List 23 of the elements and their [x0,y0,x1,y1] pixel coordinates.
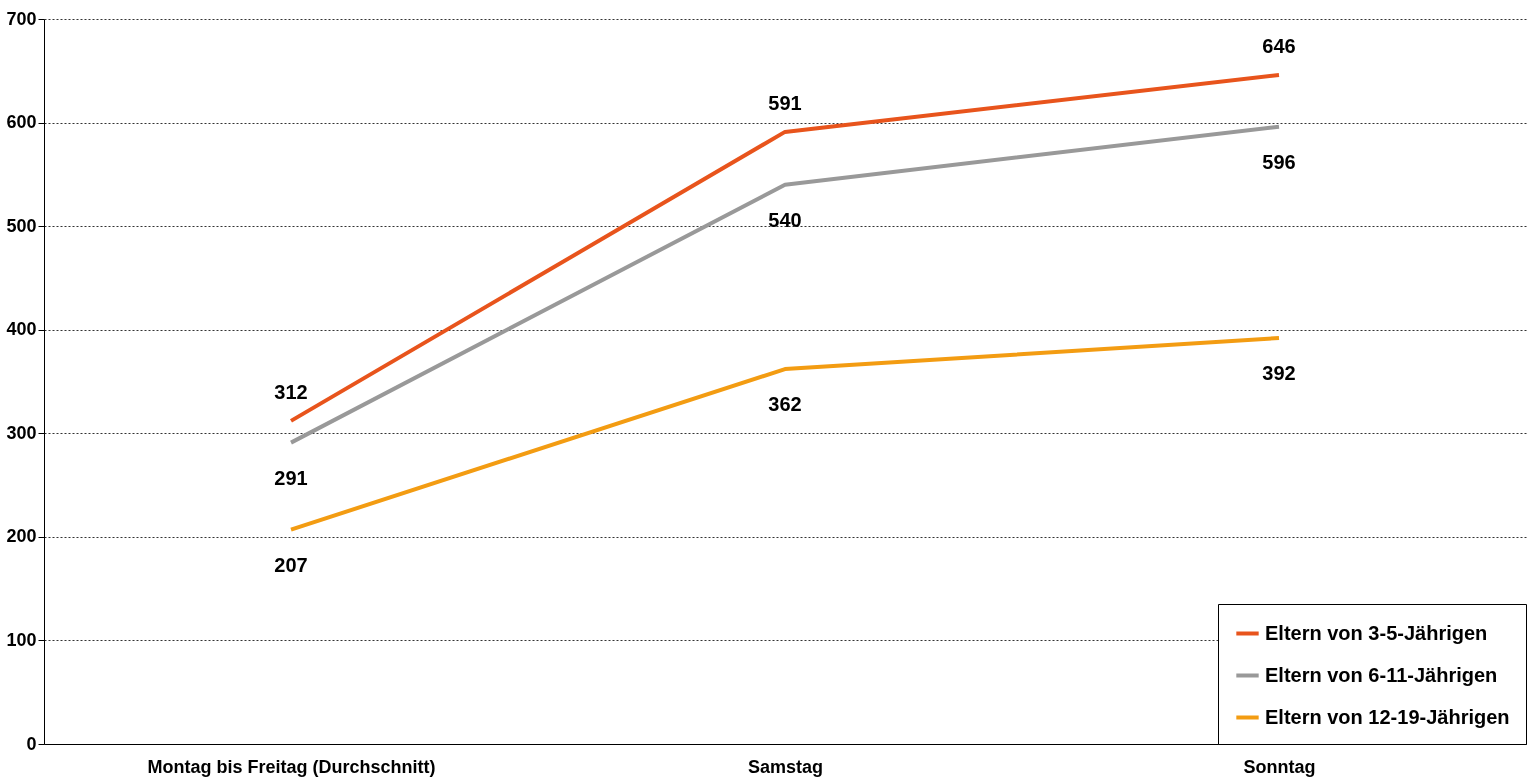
data-label: 362 [768,393,802,416]
y-tick-label: 0 [26,733,37,754]
y-tick-label: 700 [6,8,37,29]
data-label: 646 [1262,34,1296,57]
x-tick-label: Sonntag [1243,756,1316,777]
data-label: 312 [274,380,308,403]
data-label: 591 [768,91,802,114]
legend-label: Eltern von 12-19-Jährigen [1265,705,1510,728]
data-label: 291 [274,466,308,489]
legend-label: Eltern von 6-11-Jährigen [1265,663,1498,686]
y-tick-label: 500 [6,215,37,236]
y-tick-label: 400 [6,319,37,340]
data-label: 392 [1262,362,1296,384]
data-label: 207 [274,553,308,576]
data-label: 596 [1262,150,1296,173]
x-tick-label: Montag bis Freitag (Durchschnitt) [147,756,436,777]
y-tick-label: 600 [6,112,37,133]
data-label: 540 [768,208,802,231]
y-tick-label: 200 [6,526,37,547]
y-tick-label: 300 [6,422,37,443]
y-tick-label: 100 [6,629,37,650]
x-tick-label: Samstag [747,756,824,777]
legend-label: Eltern von 3-5-Jährigen [1265,621,1488,644]
